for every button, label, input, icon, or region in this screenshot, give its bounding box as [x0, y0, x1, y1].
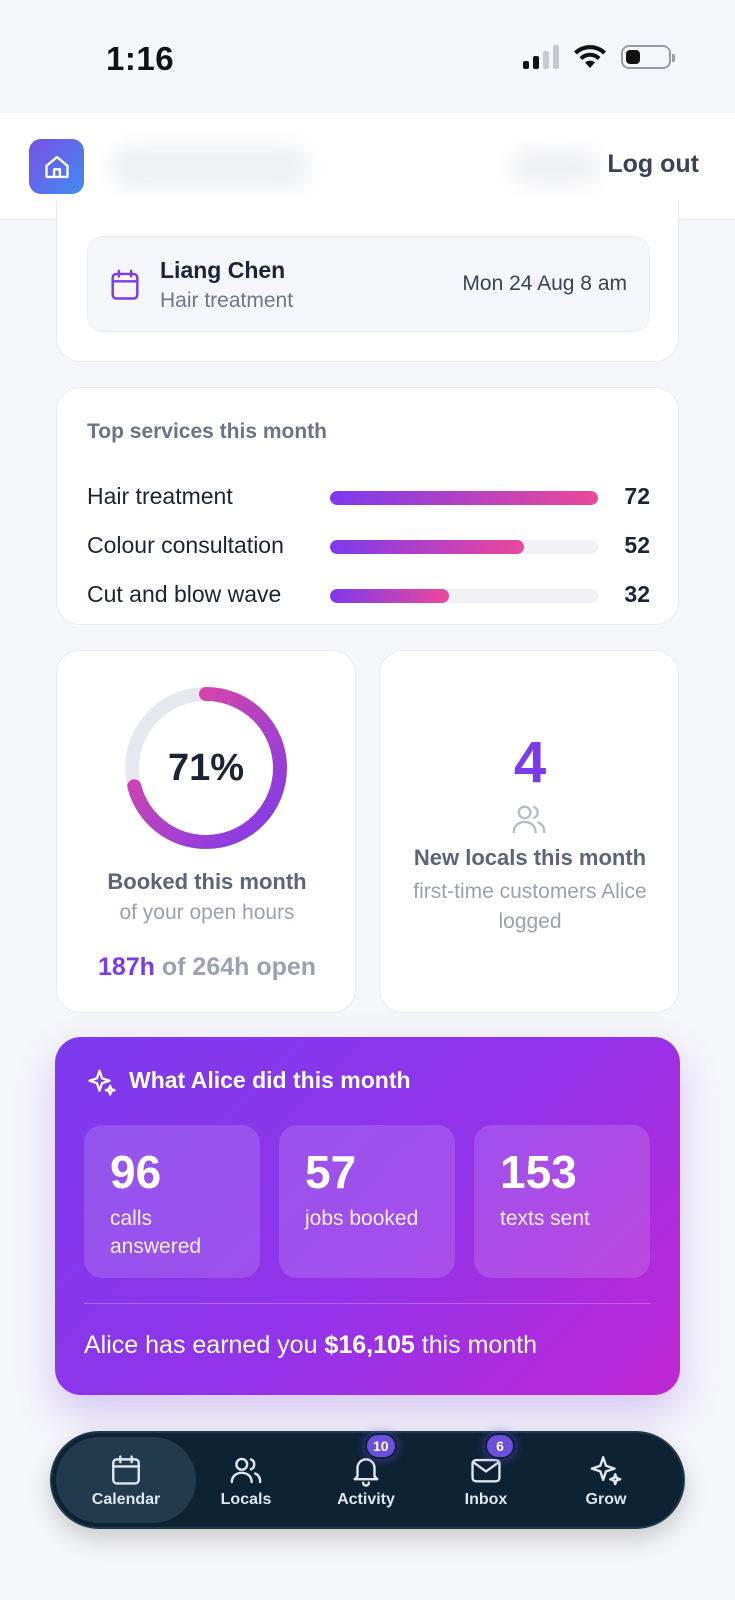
- nav-icon-wrap: 6: [469, 1433, 515, 1487]
- calendar-icon: [112, 1455, 140, 1485]
- nav-item-calendar[interactable]: Calendar: [56, 1437, 196, 1523]
- users-icon: [230, 1457, 262, 1484]
- nav-label: Grow: [585, 1491, 627, 1508]
- appointment-customer-name: Liang Chen: [160, 257, 286, 283]
- logout-button[interactable]: Log out: [607, 150, 699, 178]
- status-bar: 1:16: [0, 0, 735, 113]
- activity-badge: 10: [365, 1433, 397, 1459]
- booked-hours-card: 71% Booked this month of your open hours…: [56, 650, 356, 1013]
- sparkle-icon: [88, 1069, 116, 1096]
- signal-icon: [523, 45, 559, 69]
- users-icon: [512, 805, 546, 834]
- upcoming-appointments-card: Liang Chen Hair treatment Mon 24 Aug 8 a…: [56, 200, 679, 362]
- top-services-card: Top services this month Hair treatment 7…: [56, 387, 679, 625]
- alice-summary-card: What Alice did this month 96 calls answe…: [55, 1037, 680, 1395]
- status-time: 1:16: [106, 40, 175, 77]
- stat-label: jobs booked: [305, 1207, 419, 1230]
- service-row: Cut and blow wave 32: [87, 581, 650, 611]
- alice-earned-summary: Alice has earned you $16,105 this month: [84, 1331, 537, 1360]
- sparkle-icon: [590, 1456, 622, 1486]
- booked-percent-label: 71%: [167, 746, 245, 789]
- stat-value: 153: [500, 1146, 577, 1198]
- booked-donut-chart: 71%: [121, 683, 291, 853]
- booked-subtitle: of your open hours: [119, 901, 295, 924]
- earned-prefix: Alice has earned you: [84, 1331, 325, 1359]
- nav-label: Calendar: [91, 1491, 161, 1508]
- appointment-service: Hair treatment: [160, 289, 294, 312]
- nav-label: Activity: [337, 1491, 395, 1508]
- stat-calls-answered: 96 calls answered: [84, 1125, 260, 1278]
- redacted-business-name: [110, 145, 310, 189]
- booked-hours-total: of 264h open: [161, 953, 317, 981]
- stat-label: texts sent: [500, 1207, 590, 1230]
- new-locals-subtitle: first-time customers Alice logged: [413, 880, 647, 933]
- top-services-title: Top services this month: [87, 420, 327, 443]
- service-bar-fill: [330, 589, 450, 603]
- nav-item-locals[interactable]: Locals: [176, 1437, 316, 1523]
- wifi-icon: [574, 45, 606, 68]
- service-row: Colour consultation 52: [87, 532, 650, 562]
- home-icon: [44, 155, 69, 178]
- nav-item-inbox[interactable]: 6 Inbox: [416, 1433, 556, 1523]
- service-name: Hair treatment: [87, 483, 233, 509]
- service-row: Hair treatment 72: [87, 483, 650, 513]
- service-bar-track: [330, 540, 598, 554]
- service-bar-fill: [330, 540, 524, 554]
- earned-suffix: this month: [414, 1331, 538, 1359]
- donut-progress-arc: [125, 687, 287, 849]
- service-name: Colour consultation: [87, 532, 284, 558]
- service-count: 52: [624, 532, 650, 558]
- earned-amount: $16,105: [324, 1331, 415, 1359]
- redacted-header-item: [510, 149, 600, 185]
- nav-label: Locals: [220, 1491, 272, 1508]
- mail-icon: [471, 1458, 501, 1483]
- new-locals-title: New locals this month: [413, 845, 647, 870]
- stat-value: 96: [110, 1146, 162, 1198]
- nav-item-activity[interactable]: 10 Activity: [296, 1433, 436, 1523]
- nav-label: Inbox: [464, 1491, 508, 1508]
- stat-jobs-booked: 57 jobs booked: [279, 1125, 455, 1278]
- divider: [84, 1303, 651, 1304]
- nav-icon-wrap: 10: [349, 1433, 397, 1487]
- service-count: 72: [624, 483, 650, 509]
- stat-label: calls answered: [110, 1207, 202, 1258]
- appointment-item[interactable]: Liang Chen Hair treatment Mon 24 Aug 8 a…: [87, 236, 650, 332]
- nav-item-grow[interactable]: Grow: [536, 1437, 676, 1523]
- status-icons: [523, 44, 675, 70]
- service-count: 32: [624, 581, 650, 607]
- battery-icon: [621, 45, 675, 69]
- booked-hours-value: 187h: [97, 953, 155, 981]
- new-locals-count: 4: [513, 730, 547, 795]
- inbox-badge: 6: [485, 1433, 515, 1459]
- service-bar-track: [330, 589, 598, 603]
- appointment-time: Mon 24 Aug 8 am: [462, 272, 627, 295]
- stat-texts-sent: 153 texts sent: [474, 1125, 650, 1278]
- stat-value: 57: [305, 1146, 357, 1198]
- bottom-nav: Calendar Locals 10 Activity 6 Inbox: [50, 1431, 685, 1529]
- booked-hours-summary: 187h of 264h open: [57, 953, 357, 982]
- service-name: Cut and blow wave: [87, 581, 282, 607]
- service-bar-fill: [330, 491, 598, 505]
- booked-title: Booked this month: [107, 869, 307, 894]
- service-bar-track: [330, 491, 598, 505]
- calendar-icon: [111, 269, 139, 300]
- alice-summary-title: What Alice did this month: [129, 1067, 411, 1093]
- bell-icon: [353, 1458, 379, 1487]
- home-button[interactable]: [29, 139, 84, 194]
- new-locals-card: 4 New locals this month first-time custo…: [379, 650, 679, 1013]
